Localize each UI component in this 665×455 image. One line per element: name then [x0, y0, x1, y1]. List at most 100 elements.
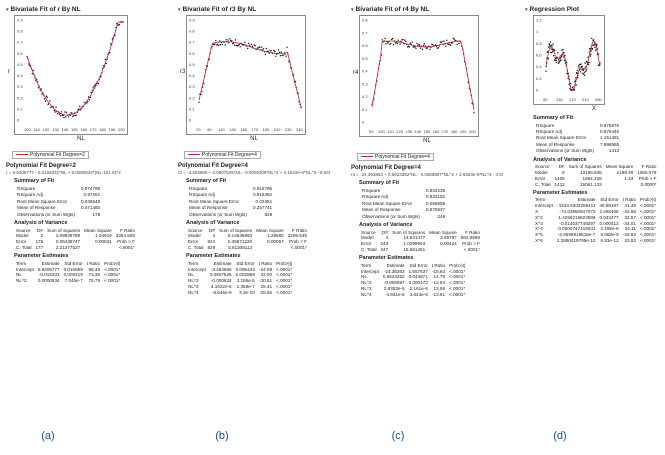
data-point — [93, 85, 95, 88]
anova-header[interactable]: Analysis of Variance — [533, 156, 587, 163]
fit-header[interactable]: Polynomial Fit Degree=4 — [178, 163, 248, 169]
panel-caption: (d) — [553, 430, 567, 442]
data-point — [405, 40, 407, 43]
anova-table: Source DF Sum of Squares Mean Square F Ratio… — [14, 227, 137, 250]
table-cell: <.0001* — [104, 272, 121, 278]
data-point — [261, 46, 263, 48]
table-cell: 1413 — [608, 148, 620, 154]
table-row: NL -0.016333 0.000219 -73.36 <.0001* — [14, 272, 122, 278]
table-cell: Error — [16, 239, 27, 245]
table-row: Error 1406 1864.228 1.33 Prob > F — [533, 175, 658, 181]
table-cell: 0.095443 — [235, 266, 255, 272]
fit-legend[interactable]: Polynomial Fit Degree=2 — [12, 150, 89, 159]
table-cell: RSquare Adj — [536, 129, 562, 135]
data-point — [384, 37, 386, 40]
table-row: NL 0.0607525 0.002859 32.00 <.0001* — [186, 272, 294, 278]
summary-of-fit-header[interactable]: Summary of Fit — [359, 180, 400, 187]
summary-table: RSquare 0.875976 RSquare Adj 0.875446 Root M… — [533, 122, 622, 154]
data-point — [591, 37, 593, 40]
data-point — [557, 59, 560, 61]
disclosure-triangle-icon[interactable]: ▾ — [6, 6, 9, 13]
fit-header[interactable]: Polynomial Fit Degree=4 — [351, 165, 421, 171]
column-header: Estimate — [386, 262, 405, 268]
data-point — [217, 43, 219, 46]
data-point — [232, 42, 235, 44]
table-cell: NL^2 — [188, 278, 199, 284]
data-point — [64, 111, 66, 113]
data-point — [589, 55, 592, 57]
parameter-estimates-header[interactable]: Parameter Estimates — [359, 255, 414, 262]
x-tick-label: 140 — [62, 127, 69, 132]
x-tick-label: 120 — [396, 129, 403, 134]
anova-header[interactable]: Analysis of Variance — [186, 220, 240, 227]
table-cell: 0.0000534 — [37, 278, 60, 284]
table-cell: -0.014037749297 — [559, 220, 596, 226]
table-cell: 7.898565 — [599, 141, 620, 147]
table-cell: 2.161e-6 — [409, 285, 428, 291]
table-cell: Mean of Response — [536, 141, 575, 147]
anova-header[interactable]: Analysis of Variance — [14, 220, 68, 227]
parameter-estimates-header[interactable]: Parameter Estimates — [533, 190, 588, 196]
data-point — [411, 41, 413, 43]
x-tick-label: 140 — [414, 129, 421, 134]
report-title-bar[interactable]: ▾ Bivariate Fit of r3 By NL — [178, 4, 330, 15]
disclosure-triangle-icon[interactable]: ▾ — [351, 6, 354, 13]
table-row: Root Mean Square Error 0.036549 — [14, 198, 103, 204]
report-title-bar[interactable]: ▾ Regression Plot — [525, 4, 663, 15]
anova-header[interactable]: Analysis of Variance — [359, 222, 413, 229]
fit-header[interactable]: Polynomial Fit Degree=2 — [6, 163, 76, 169]
data-point — [402, 38, 404, 41]
fit-curve — [371, 40, 475, 111]
data-point — [548, 46, 550, 48]
data-point — [234, 39, 237, 41]
summary-of-fit-header[interactable]: Summary of Fit — [186, 178, 227, 185]
y-tick-label: 0.5 — [362, 56, 368, 61]
anova-table: Source DF Sum of Squares Mean Square F Ratio… — [186, 227, 309, 250]
disclosure-triangle-icon[interactable]: ▾ — [525, 6, 528, 13]
table-cell: 4 — [385, 235, 389, 241]
data-point — [588, 61, 590, 64]
report-title-bar[interactable]: ▾ Bivariate Fit of r4 By NL — [351, 4, 503, 15]
data-point — [594, 49, 597, 51]
report-title-bar[interactable]: ▾ Bivariate Fit of r By NL — [6, 4, 156, 15]
x-tick-label: 170 — [252, 127, 259, 132]
data-point — [560, 56, 563, 58]
table-row: Observations (or Sum Wgts) 829 — [186, 211, 275, 217]
table-cell: <.0001* — [640, 220, 656, 226]
summary-table: RSquare 0.934235 RSquare Adj 0.933152 Root M… — [359, 187, 448, 219]
table-cell: 0.875446 — [599, 129, 620, 135]
column-header: DF — [558, 164, 565, 170]
disclosure-triangle-icon[interactable]: ▾ — [178, 6, 181, 13]
table-cell — [427, 247, 459, 253]
table-cell: -2.0595918616e-7 — [557, 232, 596, 238]
summary-of-fit-header[interactable]: Summary of Fit — [14, 178, 55, 185]
data-point — [269, 50, 271, 52]
table-cell: RSquare — [17, 186, 36, 192]
parameter-estimates-header[interactable]: Parameter Estimates — [186, 253, 241, 260]
data-point — [553, 49, 556, 52]
data-point — [218, 40, 221, 42]
table-cell: NL^2 — [16, 278, 27, 284]
x-axis-label: NL — [77, 136, 85, 142]
data-point — [231, 40, 233, 42]
data-point — [225, 39, 227, 41]
data-point — [420, 47, 422, 49]
column-header: Term — [361, 262, 372, 268]
fit-legend[interactable]: Polynomial Fit Degree=4 — [357, 152, 434, 161]
parameter-estimates-header[interactable]: Parameter Estimates — [14, 253, 69, 260]
table-cell: <.0001* — [640, 214, 656, 220]
table-cell: -0.000634 — [210, 278, 232, 284]
table-cell: 0.471493 — [80, 205, 101, 211]
plot-frame: r3 0.9 0.8 0.7 0.6 0.5 0.4 0.3 0.2 0.1 0 70 90 110 130… — [180, 15, 306, 135]
table-header-row: Term Estimate Std Error t Ratio Prob>|t| — [14, 260, 122, 266]
data-point — [452, 37, 455, 39]
data-point — [233, 44, 236, 46]
data-point — [552, 50, 554, 52]
data-point — [248, 44, 251, 47]
table-cell: 1406 — [554, 175, 565, 181]
data-point — [441, 40, 443, 42]
summary-of-fit-header[interactable]: Summary of Fit — [533, 115, 574, 121]
data-point — [590, 53, 592, 55]
column-header: Prob>|t| — [639, 197, 656, 203]
fit-legend[interactable]: Polynomial Fit Degree=4 — [184, 150, 261, 159]
